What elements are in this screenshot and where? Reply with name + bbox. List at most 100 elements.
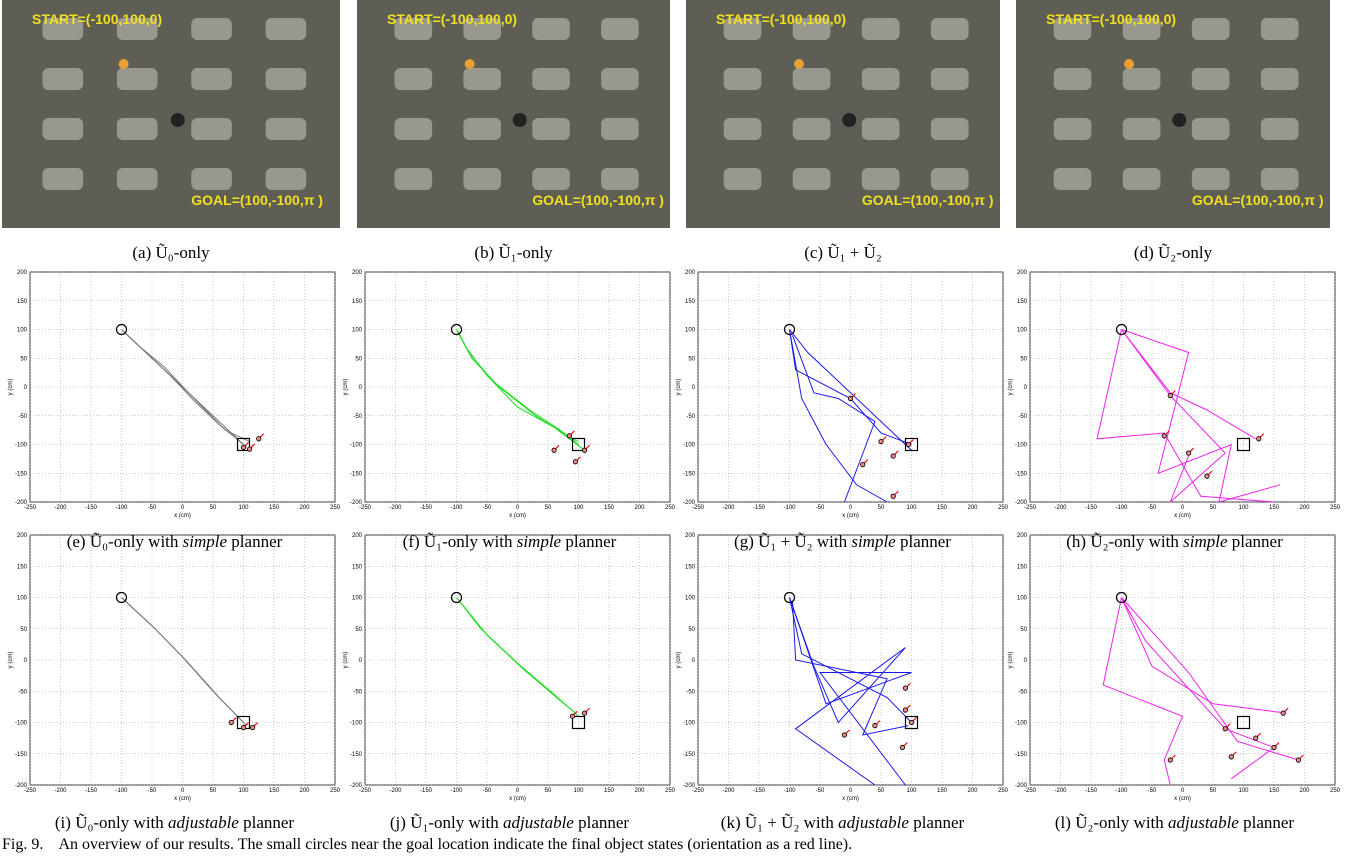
x-tick-label: 0 (516, 788, 520, 794)
x-tick-label: 0 (1181, 505, 1185, 511)
trajectory (789, 329, 888, 503)
trajectory (1121, 597, 1299, 761)
light-reflection (792, 68, 831, 90)
photo: START=(-100,100,0) GOAL=(100,-100,π ) (686, 0, 1000, 228)
object (464, 59, 475, 69)
y-tick-label: 200 (17, 533, 28, 539)
x-axis-label: x (cm) (509, 796, 526, 802)
y-tick-label: 150 (1017, 564, 1028, 570)
light-reflection (1191, 68, 1230, 90)
y-tick-label: -150 (683, 471, 696, 477)
robot (1172, 113, 1187, 127)
x-tick-label: 150 (937, 788, 948, 794)
trajectory (457, 598, 576, 714)
light-reflection (116, 168, 158, 190)
caption-math: Ũ₁ + Ũ₂ (758, 532, 813, 551)
y-tick-label: 200 (685, 270, 696, 276)
x-tick-label: -200 (54, 788, 67, 794)
caption-text: with (1133, 813, 1164, 832)
light-reflection (930, 118, 969, 140)
caption-tag: (b) (474, 243, 495, 262)
subfigure-caption: (l) Ũ₂-only with adjustable planner (1055, 813, 1294, 833)
y-tick-label: 50 (688, 356, 695, 362)
y-tick-label: -200 (683, 783, 696, 789)
final-state (860, 462, 866, 468)
x-tick-label: -100 (1115, 505, 1128, 511)
y-tick-label: -100 (1015, 721, 1028, 727)
caption-text: with (468, 813, 499, 832)
caption-text: with (133, 813, 164, 832)
light-reflection (1053, 18, 1092, 40)
caption-math: Ũ₀-only (75, 813, 130, 832)
light-reflection (532, 68, 570, 90)
photo: START=(-100,100,0) GOAL=(100,-100,π ) (1016, 0, 1330, 228)
x-axis-label: x (cm) (174, 796, 191, 802)
subfigure-caption: (j) Ũ₁-only with adjustable planner (390, 813, 629, 833)
goal-marker (904, 715, 919, 730)
caption-tag: (h) (1066, 532, 1087, 551)
x-tick-label: -100 (115, 788, 128, 794)
light-reflection (792, 18, 831, 40)
x-tick-label: 100 (238, 788, 249, 794)
caption-emphasis: simple (1183, 532, 1228, 551)
subfigure-caption: (g) Ũ₁ + Ũ₂ with simple planner (734, 532, 951, 552)
subfigure-caption: (k) Ũ₁ + Ũ₂ with adjustable planner (721, 813, 964, 833)
x-tick-label: -150 (1085, 505, 1098, 511)
light-reflection (601, 18, 639, 40)
caption-emphasis: adjustable (168, 813, 239, 832)
figure-label: Fig. 9. (2, 836, 44, 853)
light-reflection (723, 118, 762, 140)
final-state (240, 444, 247, 450)
light-reflection (532, 18, 570, 40)
light-reflection (191, 18, 232, 40)
final-state (890, 493, 896, 499)
caption-text: with (482, 532, 513, 551)
plot: -250 -200 -150 -100 -50 0 50 100 150 200 250-200-1… (1008, 533, 1341, 802)
light-reflection (1191, 118, 1230, 140)
object (1124, 59, 1135, 69)
plot: -250 -200 -150 -100 -50 0 50 100 150 200 250-200-1… (676, 533, 1009, 802)
light-reflection (1122, 168, 1161, 190)
x-tick-label: 100 (906, 788, 917, 794)
caption-emphasis: adjustable (838, 813, 909, 832)
caption-text: with (803, 813, 834, 832)
x-tick-label: 150 (604, 505, 615, 511)
light-reflection (930, 68, 969, 90)
y-tick-label: -200 (1015, 500, 1028, 506)
caption-tag: (k) (720, 813, 741, 832)
x-tick-label: 50 (1210, 505, 1217, 511)
light-reflection (532, 118, 570, 140)
final-state (1253, 735, 1259, 741)
final-state (1167, 393, 1173, 399)
x-tick-label: -150 (753, 505, 766, 511)
y-tick-label: -150 (15, 471, 28, 477)
y-tick-label: -150 (15, 752, 28, 758)
y-tick-label: 200 (352, 270, 363, 276)
x-tick-label: 200 (1299, 505, 1310, 511)
x-tick-label: -250 (24, 788, 37, 794)
subfigure-caption: (e) Ũ₀-only with simple planner (67, 532, 283, 552)
y-axis-label: y (cm) (343, 652, 349, 669)
caption-text: planner (899, 532, 951, 551)
x-tick-label: -50 (1148, 788, 1157, 794)
x-tick-label: -200 (722, 505, 735, 511)
y-tick-label: 50 (20, 356, 27, 362)
robot (512, 113, 527, 127)
x-tick-label: 100 (238, 505, 249, 511)
photo: START=(-100,100,0) GOAL=(100,-100,π ) (357, 0, 670, 228)
final-state (1280, 710, 1286, 716)
y-tick-label: 100 (685, 328, 696, 334)
x-tick-label: 200 (299, 505, 310, 511)
light-reflection (532, 168, 570, 190)
y-tick-label: 0 (1024, 658, 1028, 664)
plot: -250 -200 -150 -100 -50 0 50 100 150 200 250-200-1… (676, 270, 1009, 519)
robot (170, 113, 185, 127)
object (794, 59, 805, 69)
caption-text: planner (913, 813, 965, 832)
x-tick-label: -150 (85, 788, 98, 794)
x-tick-label: 200 (634, 505, 645, 511)
x-tick-label: 250 (998, 505, 1009, 511)
y-tick-label: 50 (20, 627, 27, 633)
